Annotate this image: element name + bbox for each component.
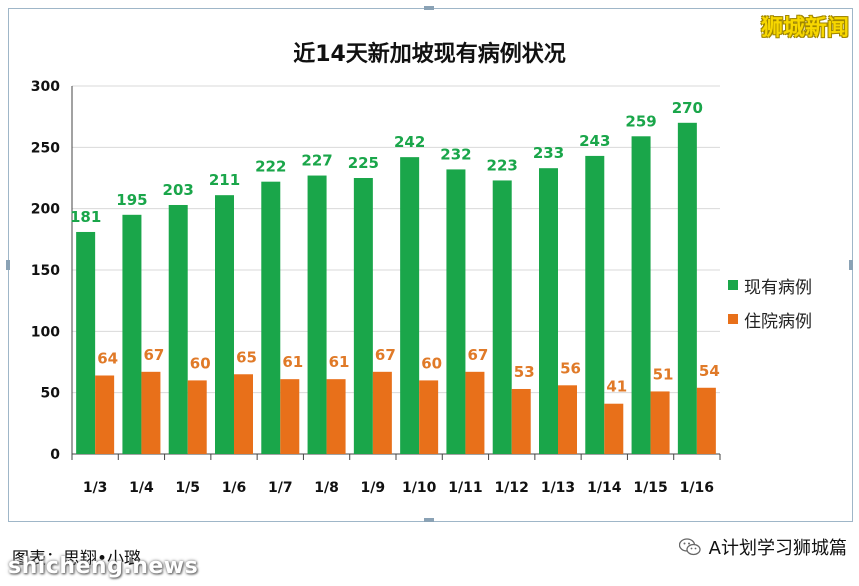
chart-credit: 图表：思翔•小璐 [12,549,142,569]
bar [585,155,605,455]
data-label: 65 [236,348,257,366]
data-label: 227 [301,152,332,170]
bar [261,181,281,454]
legend-label-hospital: 住院病例 [744,311,812,332]
data-label: 243 [579,132,610,150]
site-watermark: shicheng.news [8,554,199,579]
bar [122,214,142,454]
resize-handle-right[interactable] [849,260,853,270]
data-label: 195 [116,191,147,209]
x-tick-label: 1/15 [633,480,667,496]
resize-handle-top[interactable] [424,6,434,10]
bar [353,178,373,454]
bar [307,175,327,454]
data-label: 203 [163,181,194,199]
data-label: 67 [143,346,164,364]
chart-legend: 现有病例 住院病例 [728,268,812,336]
x-tick-label: 1/8 [314,480,339,496]
bar [631,136,651,454]
x-tick-label: 1/12 [495,480,529,496]
bar [696,387,716,454]
wechat-account[interactable]: A计划学习狮城篇 [678,534,847,560]
y-tick-label: 50 [41,386,61,402]
data-label: 225 [348,154,379,172]
data-label: 64 [97,349,118,367]
resize-handle-left[interactable] [6,260,10,270]
bar [604,403,624,454]
y-tick-label: 100 [31,324,60,340]
bar [76,231,96,454]
data-label: 53 [514,363,535,381]
data-label: 54 [699,362,720,380]
data-label: 61 [282,353,303,371]
bar [677,122,697,455]
x-tick-label: 1/4 [129,480,154,496]
y-tick-label: 150 [31,263,60,279]
data-label: 232 [440,145,471,163]
x-tick-label: 1/7 [268,480,293,496]
brand-logo-text: 狮城新闻 [760,16,849,41]
bar [492,180,512,454]
data-label: 222 [255,158,286,176]
wechat-icon [678,538,701,556]
data-label: 61 [329,353,350,371]
data-label: 56 [560,359,581,377]
legend-swatch-hospital [728,314,738,324]
x-tick-label: 1/3 [83,480,108,496]
legend-swatch-current [728,280,738,290]
bar [419,380,439,454]
data-label: 41 [606,378,627,396]
bar [465,371,485,454]
data-label: 181 [70,208,101,226]
bar [511,388,531,454]
chart-title: 近14天新加坡现有病例状况 [293,42,566,67]
bar [168,204,188,454]
y-tick-label: 0 [50,447,60,463]
bar [650,391,670,454]
bar [400,157,420,454]
resize-handle-bottom[interactable] [424,518,434,522]
x-tick-label: 1/14 [587,480,622,496]
data-label: 233 [533,144,564,162]
bar [558,385,577,454]
bar [141,371,161,454]
data-label: 60 [421,354,442,372]
y-tick-label: 300 [31,79,60,95]
data-label: 259 [625,112,656,130]
bar-chart: 0 50 100 150 200 250 300 1/3 181 64 1/4 195 67 1/5 203… [31,79,721,496]
legend-item-hospital: 住院病例 [728,302,812,336]
x-tick-label: 1/5 [175,480,200,496]
data-label: 60 [190,354,211,372]
data-label: 51 [653,365,674,383]
bar [95,375,115,454]
x-tick-label: 1/16 [680,480,714,496]
bar [280,379,300,454]
x-tick-label: 1/9 [361,480,386,496]
legend-label-current: 现有病例 [744,277,812,298]
bar [372,371,392,454]
bar [326,379,346,454]
x-tick-label: 1/6 [222,480,247,496]
account-name: A计划学习狮城篇 [708,538,847,559]
x-tick-label: 1/13 [541,480,575,496]
x-tick-label: 1/11 [448,480,482,496]
data-label: 223 [487,156,518,174]
bar [446,169,466,454]
data-label: 67 [467,346,488,364]
x-tick-label: 1/10 [402,480,437,496]
bar [539,168,558,455]
bar [215,195,234,454]
y-tick-label: 250 [31,140,60,156]
bar [187,380,207,454]
legend-item-current: 现有病例 [728,268,812,302]
data-label: 242 [394,133,425,151]
data-label: 270 [672,99,703,117]
data-label: 211 [209,171,240,189]
y-tick-label: 200 [31,202,60,218]
bar [234,374,253,454]
data-label: 67 [375,346,396,364]
